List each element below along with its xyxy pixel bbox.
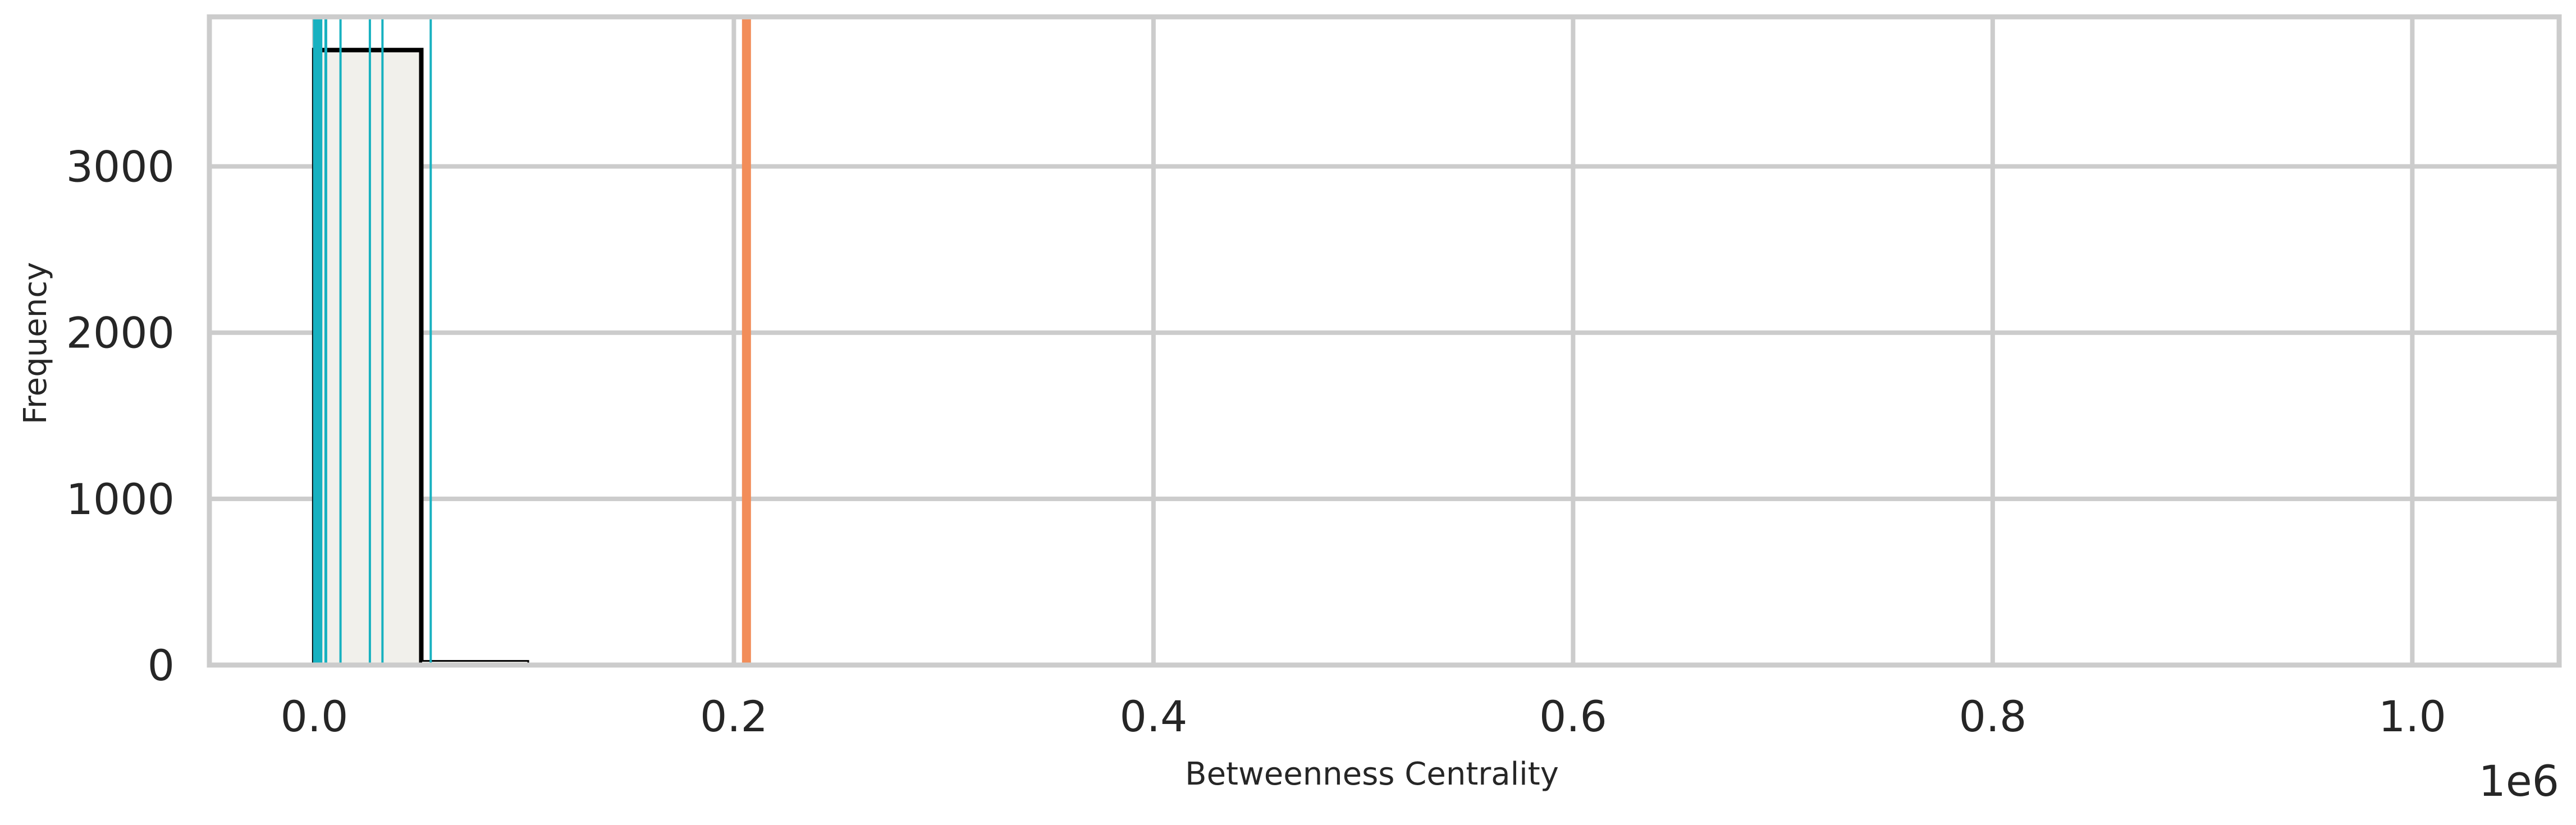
x-tick-label: 1.0 (2378, 691, 2446, 741)
x-tick-label: 0.8 (1959, 691, 2026, 741)
y-tick-labels: 0 1000 2000 3000 (66, 142, 175, 690)
x-axis-offset-label: 1e6 (2479, 756, 2559, 806)
x-tick-label: 0.2 (700, 691, 768, 741)
y-tick-label: 3000 (66, 142, 175, 192)
x-tick-labels: 0.0 0.2 0.4 0.6 0.8 1.0 (280, 691, 2446, 741)
highlight-lines (313, 17, 751, 665)
histogram-bar (312, 48, 424, 668)
x-axis-label: Betweenness Centrality (1185, 756, 1559, 792)
plot-border (207, 14, 2562, 668)
x-tick-label: 0.4 (1119, 691, 1187, 741)
y-axis-label: Frequency (17, 262, 54, 424)
histogram-bars (312, 48, 2466, 668)
x-tick-label: 0.6 (1539, 691, 1607, 741)
y-tick-label: 2000 (66, 308, 175, 358)
plot-frame (207, 14, 2562, 668)
y-tick-label: 1000 (66, 474, 175, 524)
y-tick-label: 0 (148, 640, 175, 690)
grid (209, 17, 2559, 667)
x-tick-label: 0.0 (280, 691, 348, 741)
